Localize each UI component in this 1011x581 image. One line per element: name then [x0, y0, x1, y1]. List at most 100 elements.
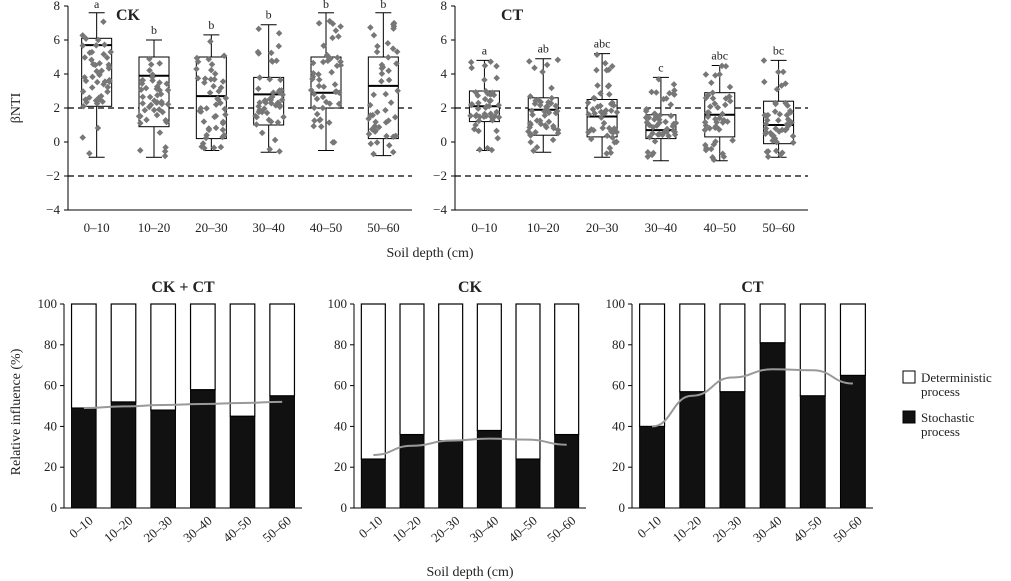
data-point: [150, 106, 158, 114]
data-point: [649, 124, 657, 131]
data-point: [483, 103, 490, 110]
data-point: [212, 112, 220, 120]
significance-letter: abc: [711, 49, 728, 63]
data-point: [106, 76, 113, 84]
x-tick-label: 0–10: [66, 513, 96, 541]
x-tick-label: 50–60: [367, 220, 400, 235]
x-tick-label: 0–10: [84, 220, 110, 235]
data-point: [255, 108, 263, 116]
bar-deterministic: [799, 303, 826, 397]
data-point: [153, 99, 160, 106]
data-point: [135, 112, 143, 120]
trend-line: [373, 437, 567, 456]
data-point: [86, 94, 93, 101]
data-point: [609, 134, 616, 141]
data-point: [370, 150, 377, 158]
bar-deterministic: [515, 303, 541, 460]
data-point: [385, 117, 392, 124]
data-point: [729, 137, 736, 144]
data-point: [543, 61, 551, 69]
data-point: [762, 125, 770, 132]
data-point: [651, 138, 659, 145]
box-10–20: b: [135, 23, 172, 160]
data-point: [545, 118, 553, 125]
data-point: [777, 151, 784, 158]
data-point: [384, 39, 392, 47]
x-tick-label: 40–50: [310, 220, 343, 235]
data-point: [470, 125, 478, 133]
data-point: [319, 104, 327, 112]
y-tick-label: −2: [46, 168, 60, 183]
data-point: [197, 108, 205, 115]
box-40–50: b: [308, 0, 345, 151]
box-50–60: bc: [760, 43, 797, 160]
x-tick-label: 20–30: [586, 220, 619, 235]
data-point: [389, 148, 397, 156]
data-point: [219, 126, 227, 134]
data-point: [164, 86, 172, 94]
data-point: [493, 74, 500, 82]
bar-deterministic: [839, 303, 866, 377]
x-tick-label: 0–10: [471, 220, 497, 235]
data-point: [548, 84, 555, 92]
y-tick-label: 60: [612, 378, 625, 393]
box-50–60: b: [365, 0, 401, 158]
data-point: [495, 114, 503, 121]
significance-letter: ab: [538, 42, 549, 56]
x-tick-label: 10–20: [670, 513, 705, 545]
data-point: [709, 89, 716, 97]
data-point: [330, 138, 338, 146]
y-tick-label: −2: [433, 168, 447, 183]
data-point: [265, 116, 273, 124]
data-point: [593, 66, 600, 74]
bar-stochastic: [110, 401, 137, 509]
data-point: [313, 110, 321, 118]
data-point: [719, 150, 726, 158]
data-point: [93, 78, 101, 86]
data-point: [704, 113, 712, 121]
bar-chart-1: 0 20 40 60 80 100 0–10 10–20 20–30 30–40 40–50 50–6…: [328, 279, 586, 580]
chart-title: CT: [741, 279, 764, 296]
y-tick-label: 40: [612, 418, 625, 433]
data-point: [646, 133, 653, 141]
data-point: [197, 104, 205, 112]
x-tick-label: 0–10: [634, 513, 664, 541]
data-point: [315, 82, 323, 90]
data-point: [666, 90, 673, 97]
data-point: [670, 81, 678, 88]
data-point: [83, 98, 90, 106]
data-point: [147, 61, 155, 68]
data-point: [94, 36, 102, 44]
data-point: [761, 78, 768, 86]
data-point: [386, 142, 393, 149]
data-point: [532, 128, 539, 136]
box-30–40: c: [642, 60, 680, 162]
y-tick-label: −4: [433, 202, 447, 217]
data-point: [157, 90, 165, 98]
box-20–30: b: [193, 18, 230, 152]
trend-line: [83, 400, 283, 410]
legend: Deterministic process Stochastic process: [902, 370, 992, 439]
bar-deterministic: [554, 303, 580, 436]
data-point: [137, 119, 144, 127]
data-point: [310, 122, 317, 130]
significance-letter: b: [380, 0, 386, 11]
data-point: [79, 32, 86, 39]
data-point: [202, 134, 210, 142]
data-point: [726, 97, 734, 105]
data-point: [335, 33, 342, 40]
data-point: [773, 85, 781, 93]
significance-letter: b: [208, 18, 214, 32]
data-point: [104, 88, 111, 95]
legend-label: Stochastic process: [921, 410, 975, 439]
data-point: [644, 148, 652, 156]
y-tick-label: 60: [334, 378, 347, 393]
bar-deterministic: [70, 303, 97, 409]
y-tick-label: 6: [441, 32, 448, 47]
y-tick-label: 0: [619, 500, 626, 515]
data-point: [760, 57, 768, 64]
data-point: [487, 97, 494, 104]
box-chart-ck: −4 −2 0 2 4 6 8 a 0–10 b 10–20 b 20–30 b 30–40 b 40–50 b 5…: [9, 0, 474, 261]
data-point: [211, 70, 219, 77]
data-point: [208, 66, 215, 74]
